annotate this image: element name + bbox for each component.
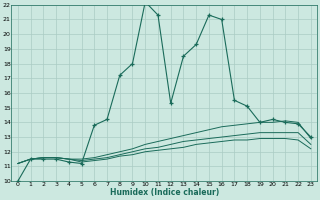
X-axis label: Humidex (Indice chaleur): Humidex (Indice chaleur)	[110, 188, 219, 197]
